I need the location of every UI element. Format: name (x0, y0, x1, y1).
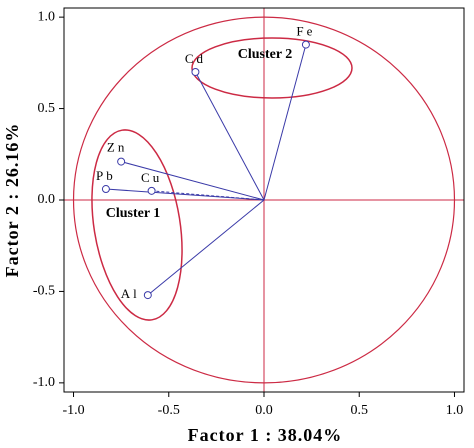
point-label: Fe (296, 24, 315, 39)
x-tick-label: 1.0 (446, 403, 464, 418)
loading-vector (151, 190, 265, 201)
x-tick-label: -0.5 (158, 403, 180, 418)
point-label: Al (121, 286, 140, 301)
point-label: Cu (141, 170, 162, 185)
point (117, 157, 126, 166)
loading-vector (105, 188, 265, 201)
y-tick-label: 0.0 (38, 192, 56, 207)
y-tick-label: -0.5 (33, 284, 55, 299)
point-label: Zn (107, 140, 127, 155)
point-label: Cd (185, 51, 206, 66)
x-tick-label: 0.0 (255, 403, 273, 418)
y-tick-label: 0.5 (38, 101, 56, 116)
point (301, 40, 310, 49)
y-axis-title: Factor 2 : 26.16% (2, 123, 22, 278)
point (143, 291, 152, 300)
point-label: Pb (96, 168, 116, 183)
loading-vector (121, 161, 265, 201)
loading-vector (263, 44, 307, 201)
loading-vector (147, 199, 265, 296)
point (191, 68, 200, 76)
loading-vector (194, 71, 265, 201)
x-tick-label: 0.5 (350, 403, 368, 418)
x-axis-title: Factor 1 : 38.04% (188, 425, 343, 445)
annotation: Cluster 1 (106, 206, 161, 221)
y-tick-label: -1.0 (33, 375, 55, 390)
cluster-ellipse (191, 37, 353, 99)
cluster-ellipse (91, 129, 183, 321)
point (101, 185, 110, 194)
x-tick-label: -1.0 (62, 403, 84, 418)
y-tick-label: 1.0 (38, 9, 56, 24)
annotation: Cluster 2 (238, 47, 293, 62)
point (147, 186, 156, 195)
